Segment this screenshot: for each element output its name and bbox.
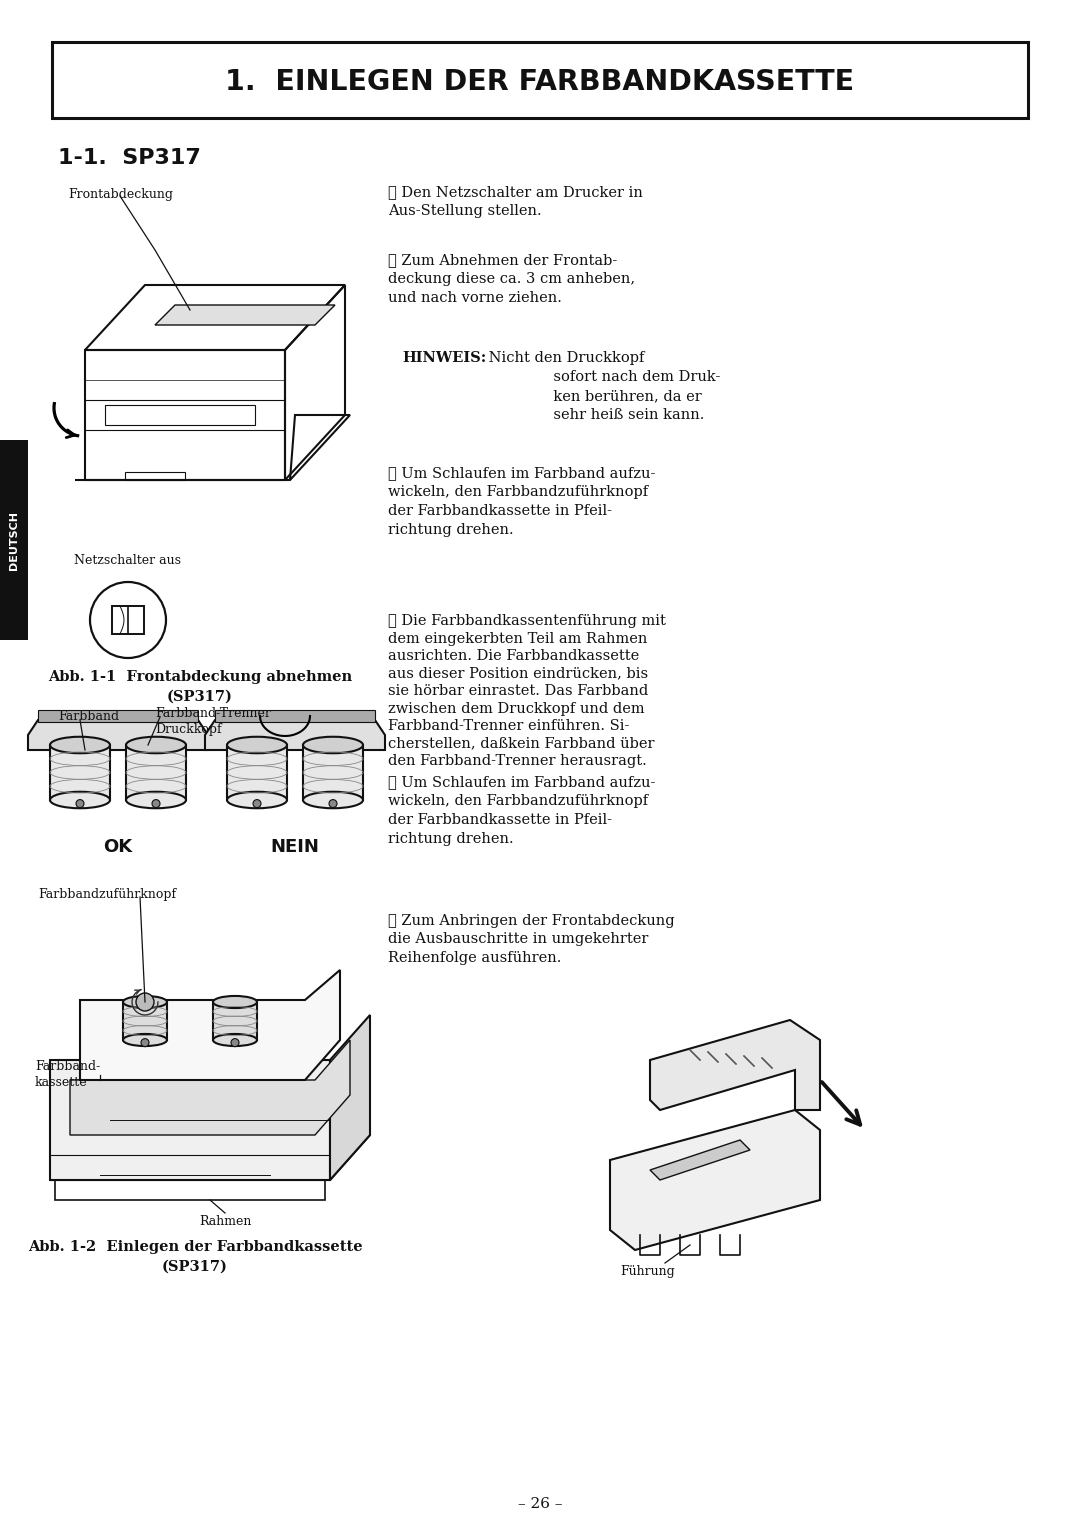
Text: ⑥ Zum Anbringen der Frontabdeckung
die Ausbauschritte in umgekehrter
Reihenfolge: ⑥ Zum Anbringen der Frontabdeckung die A… xyxy=(388,914,675,966)
Text: OK: OK xyxy=(104,839,133,855)
Ellipse shape xyxy=(303,737,363,753)
Text: ⑤ Um Schlaufen im Farbband aufzu-
wickeln, den Farbbandzuführknopf
der Farbbandk: ⑤ Um Schlaufen im Farbband aufzu- wickel… xyxy=(388,776,656,846)
Ellipse shape xyxy=(126,791,186,808)
Polygon shape xyxy=(50,1059,330,1180)
Bar xyxy=(125,472,185,480)
Ellipse shape xyxy=(50,737,110,753)
Text: (SP317): (SP317) xyxy=(167,690,233,704)
Ellipse shape xyxy=(50,791,110,808)
Text: sie hörbar einrastet. Das Farbband: sie hörbar einrastet. Das Farbband xyxy=(388,684,648,698)
Ellipse shape xyxy=(303,791,363,808)
Bar xyxy=(303,745,363,800)
Text: NEIN: NEIN xyxy=(271,839,320,855)
Bar xyxy=(105,405,255,425)
Text: cherstellen, daßkein Farbband über: cherstellen, daßkein Farbband über xyxy=(388,736,654,751)
Circle shape xyxy=(253,800,261,808)
Bar xyxy=(38,710,198,722)
Polygon shape xyxy=(80,970,340,1081)
Text: Nicht den Druckkopf
               sofort nach dem Druk-
               ken berü: Nicht den Druckkopf sofort nach dem Druk… xyxy=(484,351,720,422)
Text: dem eingekerbten Teil am Rahmen: dem eingekerbten Teil am Rahmen xyxy=(388,632,647,645)
Text: Abb. 1-1  Frontabdeckung abnehmen: Abb. 1-1 Frontabdeckung abnehmen xyxy=(48,670,352,684)
Ellipse shape xyxy=(227,791,287,808)
Text: ④ Die Farbbandkassentenführung mit: ④ Die Farbbandkassentenführung mit xyxy=(388,615,666,629)
Text: zwischen dem Druckkopf und dem: zwischen dem Druckkopf und dem xyxy=(388,702,645,716)
Text: Rahmen: Rahmen xyxy=(199,1216,252,1228)
Text: Farbband-
kassette: Farbband- kassette xyxy=(35,1059,100,1088)
Polygon shape xyxy=(610,1110,820,1249)
Text: Frontabdeckung: Frontabdeckung xyxy=(68,189,173,201)
Bar xyxy=(0,440,28,639)
Bar xyxy=(215,710,375,722)
Text: Abb. 1-2  Einlegen der Farbbandkassette: Abb. 1-2 Einlegen der Farbbandkassette xyxy=(28,1240,362,1254)
Bar xyxy=(227,745,287,800)
Ellipse shape xyxy=(227,737,287,753)
Bar xyxy=(123,1003,167,1039)
Text: (SP317): (SP317) xyxy=(162,1260,228,1274)
Polygon shape xyxy=(205,721,384,750)
Bar xyxy=(50,745,110,800)
Ellipse shape xyxy=(126,737,186,753)
Ellipse shape xyxy=(213,1033,257,1046)
Text: ① Den Netzschalter am Drucker in
Aus-Stellung stellen.: ① Den Netzschalter am Drucker in Aus-Ste… xyxy=(388,185,643,218)
Polygon shape xyxy=(28,721,208,750)
FancyBboxPatch shape xyxy=(52,41,1028,118)
Text: Netzschalter aus: Netzschalter aus xyxy=(75,553,181,567)
Text: Farbband-Trenner
Druckkopf: Farbband-Trenner Druckkopf xyxy=(156,707,271,736)
Ellipse shape xyxy=(123,1033,167,1046)
Text: HINWEIS:: HINWEIS: xyxy=(402,351,486,365)
Text: aus dieser Position eindrücken, bis: aus dieser Position eindrücken, bis xyxy=(388,667,648,681)
Ellipse shape xyxy=(213,996,257,1009)
Circle shape xyxy=(231,1039,239,1047)
Text: ② Zum Abnehmen der Frontab-
deckung diese ca. 3 cm anheben,
und nach vorne ziehe: ② Zum Abnehmen der Frontab- deckung dies… xyxy=(388,253,635,305)
Text: Farbband-Trenner einführen. Si-: Farbband-Trenner einführen. Si- xyxy=(388,719,630,733)
Polygon shape xyxy=(650,1141,750,1180)
Circle shape xyxy=(329,800,337,808)
Text: 1-1.  SP317: 1-1. SP317 xyxy=(58,149,201,169)
Circle shape xyxy=(76,800,84,808)
Text: Farbband: Farbband xyxy=(58,710,119,724)
Text: Farbbandzuführknopf: Farbbandzuführknopf xyxy=(38,888,176,901)
Text: den Farbband-Trenner herausragt.: den Farbband-Trenner herausragt. xyxy=(388,754,647,768)
Text: Führung: Führung xyxy=(620,1265,675,1279)
Text: – 26 –: – 26 – xyxy=(517,1498,563,1512)
Circle shape xyxy=(136,993,154,1010)
Bar xyxy=(126,745,186,800)
Polygon shape xyxy=(156,305,335,325)
Circle shape xyxy=(141,1039,149,1047)
Text: DEUTSCH: DEUTSCH xyxy=(9,510,19,569)
Polygon shape xyxy=(70,1039,350,1134)
Text: ausrichten. Die Farbbandkassette: ausrichten. Die Farbbandkassette xyxy=(388,648,639,662)
Polygon shape xyxy=(50,1134,370,1180)
Bar xyxy=(213,1003,257,1039)
Text: 1.  EINLEGEN DER FARBBANDKASSETTE: 1. EINLEGEN DER FARBBANDKASSETTE xyxy=(226,67,854,97)
Ellipse shape xyxy=(123,996,167,1009)
Text: ③ Um Schlaufen im Farbband aufzu-
wickeln, den Farbbandzuführknopf
der Farbbandk: ③ Um Schlaufen im Farbband aufzu- wickel… xyxy=(388,466,656,537)
Polygon shape xyxy=(330,1015,370,1180)
Circle shape xyxy=(152,800,160,808)
Polygon shape xyxy=(650,1019,820,1110)
